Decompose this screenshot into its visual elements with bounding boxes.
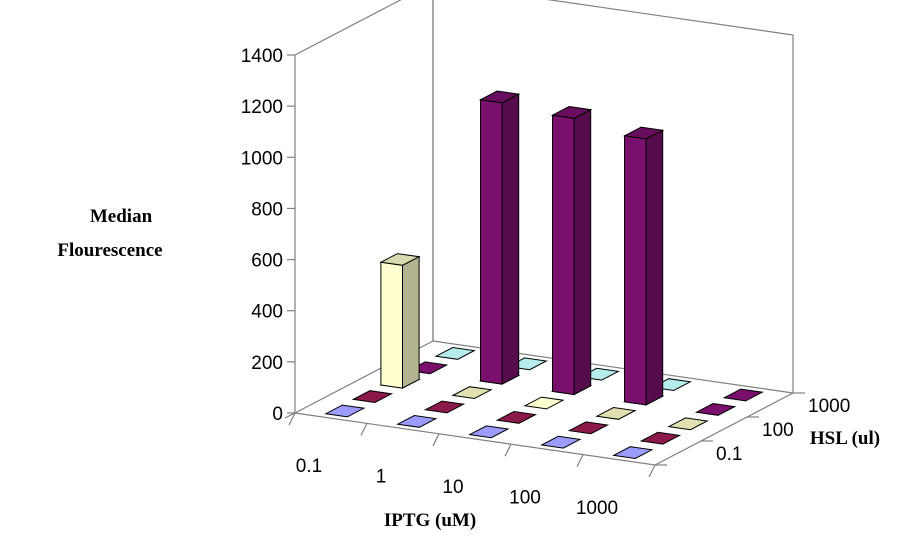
z-tick-label: 1400 [241,46,283,67]
bar-top [622,126,665,140]
axis-corner [284,412,296,419]
z-tick-label: 1000 [241,148,283,169]
floor-tile [540,435,582,449]
floor-tile [667,417,709,431]
x-tick-mark [504,443,512,457]
bar-front [552,114,575,396]
floor-tile [396,414,438,428]
bar-top [379,253,421,266]
floor-tile [694,402,737,416]
y-axis-ticks: 1000 100 0.1 [655,392,850,466]
floor-tile [722,388,764,402]
x-tick-label: 0.1 [296,456,322,477]
y-tick-label: 0.1 [716,444,742,465]
bar-top [550,105,593,119]
floor-tile [595,406,637,420]
bar [379,253,421,389]
x-axis-label: IPTG (uM) [384,510,476,531]
y-axis-label: HSL (ul) [810,428,880,449]
x-tick-mark [432,433,440,447]
floor-tile [451,386,493,400]
bar-front [480,99,503,385]
bar [622,126,665,406]
z-tick-label: 0 [272,404,283,425]
x-tick-label: 1000 [576,498,618,519]
bar [478,90,521,385]
floor-tile [324,404,366,418]
bar-side [402,255,420,389]
floor-tile [612,446,654,460]
floor-tile [351,390,394,404]
y-tick-label: 1000 [808,396,850,417]
x-tick-label: 1 [376,467,387,488]
floor-tile [495,410,538,424]
floor-tile [468,425,510,439]
z-axis-label-line1: Median [90,206,153,227]
z-axis-label-line2: Flourescence [57,240,162,261]
bar-side [645,129,664,406]
floor-tile [523,396,565,410]
x-tick-mark [360,423,368,436]
x-tick-label: 10 [442,477,463,498]
floor-tile [639,431,682,445]
y-tick-label: 100 [762,420,794,441]
z-tick-label: 400 [251,302,283,323]
bar-top [478,90,521,104]
bars [379,90,665,406]
bar-front [624,135,647,406]
x-axis-ticks: 0.1 1 10 100 1000 [288,412,656,519]
bar [550,105,593,396]
bar-side [501,93,520,385]
z-tick-label: 200 [251,353,283,374]
back-wall [432,0,794,394]
floor-tile [567,421,610,435]
x-tick-mark [288,412,296,426]
x-tick-mark [576,454,584,467]
z-tick-label: 600 [251,251,283,272]
x-tick-mark [648,464,656,478]
bar-front [380,261,403,389]
floor-tile [434,346,476,360]
bar-side [573,108,592,396]
z-tick-label: 1200 [241,97,283,118]
x-tick-label: 100 [509,487,541,508]
z-tick-label: 800 [251,199,283,220]
floor-tile [423,400,466,414]
z-axis-ticks: 0 200 400 600 800 1000 1200 1400 [241,46,295,425]
